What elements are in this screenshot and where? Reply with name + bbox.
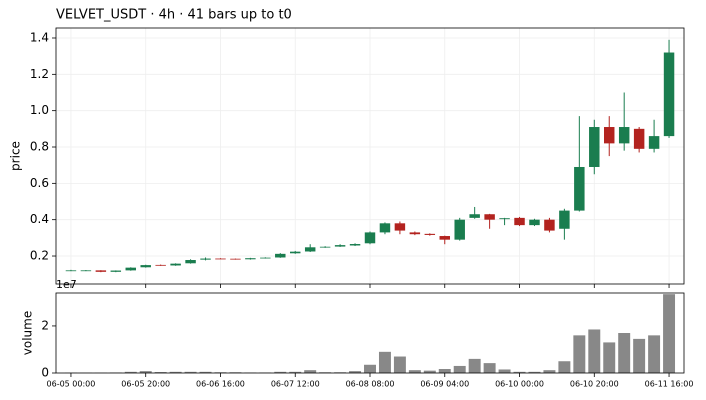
y-tick-label: 1.2 xyxy=(30,67,49,81)
candle-body xyxy=(409,232,421,235)
volume-bar xyxy=(528,371,541,373)
volume-bar xyxy=(573,335,586,373)
chart-title: VELVET_USDT · 4h · 41 bars up to t0 xyxy=(56,8,292,23)
volume-bar xyxy=(633,338,646,373)
candle-body xyxy=(334,245,346,247)
candle-body xyxy=(155,264,166,266)
candle-body xyxy=(469,214,480,218)
y-tick-label: 0.4 xyxy=(30,212,49,226)
y-tick-label: 1.4 xyxy=(30,30,49,44)
candle-body xyxy=(290,251,301,254)
candle-body xyxy=(633,128,645,149)
candle-body xyxy=(454,219,465,240)
y-tick-label: 0 xyxy=(41,366,49,380)
candle-body xyxy=(140,265,151,268)
volume-bar xyxy=(289,371,302,373)
volume-bar xyxy=(378,351,391,373)
volume-bar xyxy=(438,369,451,373)
candle-body xyxy=(170,263,181,266)
volume-bar xyxy=(483,363,496,373)
y-tick-label: 0.6 xyxy=(30,176,49,190)
candle-body xyxy=(260,257,271,259)
candle-body xyxy=(559,210,570,229)
volume-bar xyxy=(618,333,631,373)
candle-body xyxy=(80,270,92,272)
candle-body xyxy=(125,267,136,271)
candle-body xyxy=(200,258,211,260)
candle-body xyxy=(275,253,286,258)
volume-bar xyxy=(408,370,421,373)
x-tick-label: 06-07 12:00 xyxy=(271,380,320,389)
x-tick-label: 06-10 20:00 xyxy=(570,380,619,389)
candle-body xyxy=(245,258,256,260)
candle-body xyxy=(484,214,495,220)
candle-body xyxy=(424,233,436,235)
x-tick-label: 06-05 20:00 xyxy=(121,380,170,389)
volume-bar xyxy=(648,335,661,373)
candle-body xyxy=(364,232,376,244)
candle-body xyxy=(349,244,361,246)
volume-bar xyxy=(154,372,167,373)
volume-bar xyxy=(393,356,406,373)
candle-body xyxy=(618,127,630,144)
candle-body xyxy=(379,223,391,233)
volume-bar xyxy=(558,361,571,373)
x-tick-label: 06-10 00:00 xyxy=(495,380,544,389)
y-tick-label: 0.8 xyxy=(30,140,49,154)
candle-body xyxy=(439,236,450,240)
candle-body xyxy=(304,247,316,252)
volume-bar xyxy=(423,370,436,373)
x-tick-label: 06-05 00:00 xyxy=(47,380,96,389)
candle-body xyxy=(574,166,585,211)
volume-bar xyxy=(199,371,212,373)
x-tick-label: 06-11 16:00 xyxy=(645,380,694,389)
x-tick-label: 06-09 04:00 xyxy=(420,380,469,389)
candle-body xyxy=(230,258,241,260)
y-tick-label: 0.2 xyxy=(30,249,49,263)
volume-bar xyxy=(349,371,362,373)
volume-bar xyxy=(603,342,616,373)
candle-body xyxy=(319,246,331,248)
offset-text: 1e7 xyxy=(56,278,77,291)
y-tick-label: 2 xyxy=(41,318,49,332)
volume-bar xyxy=(364,364,376,373)
volume-bar xyxy=(513,371,526,373)
volume-bar xyxy=(663,294,676,373)
axes-frame xyxy=(55,292,685,374)
candle-body xyxy=(499,218,510,220)
candle-body xyxy=(185,260,196,264)
y-tick-label: 1.0 xyxy=(30,103,49,117)
candle-body xyxy=(394,223,406,231)
candle-body xyxy=(648,136,660,149)
x-tick-label: 06-08 08:00 xyxy=(346,380,395,389)
axes-frame xyxy=(55,27,685,285)
x-tick-label: 06-06 16:00 xyxy=(196,380,245,389)
volume-bar xyxy=(468,358,481,373)
candle-body xyxy=(65,270,77,272)
volume-bar xyxy=(453,365,466,373)
candle-body xyxy=(95,270,107,272)
candle-body xyxy=(544,219,555,231)
candle-body xyxy=(589,127,600,167)
volume-bar xyxy=(588,329,601,373)
candle-body xyxy=(110,270,122,272)
candle-body xyxy=(215,258,226,260)
volume-bar xyxy=(274,371,287,373)
volume-bar xyxy=(304,370,317,373)
volume-bar xyxy=(124,371,137,373)
candle-body xyxy=(514,217,525,226)
volume-bar xyxy=(139,371,152,373)
volume-bar xyxy=(498,369,511,373)
volume-bar xyxy=(543,370,556,373)
volume-bar xyxy=(184,371,197,373)
candle-body xyxy=(604,127,615,144)
y-axis-label: volume xyxy=(21,311,35,355)
candle-body xyxy=(663,52,675,137)
volume-bar xyxy=(169,371,182,373)
y-axis-label: price xyxy=(9,141,23,171)
candle-body xyxy=(529,219,540,226)
